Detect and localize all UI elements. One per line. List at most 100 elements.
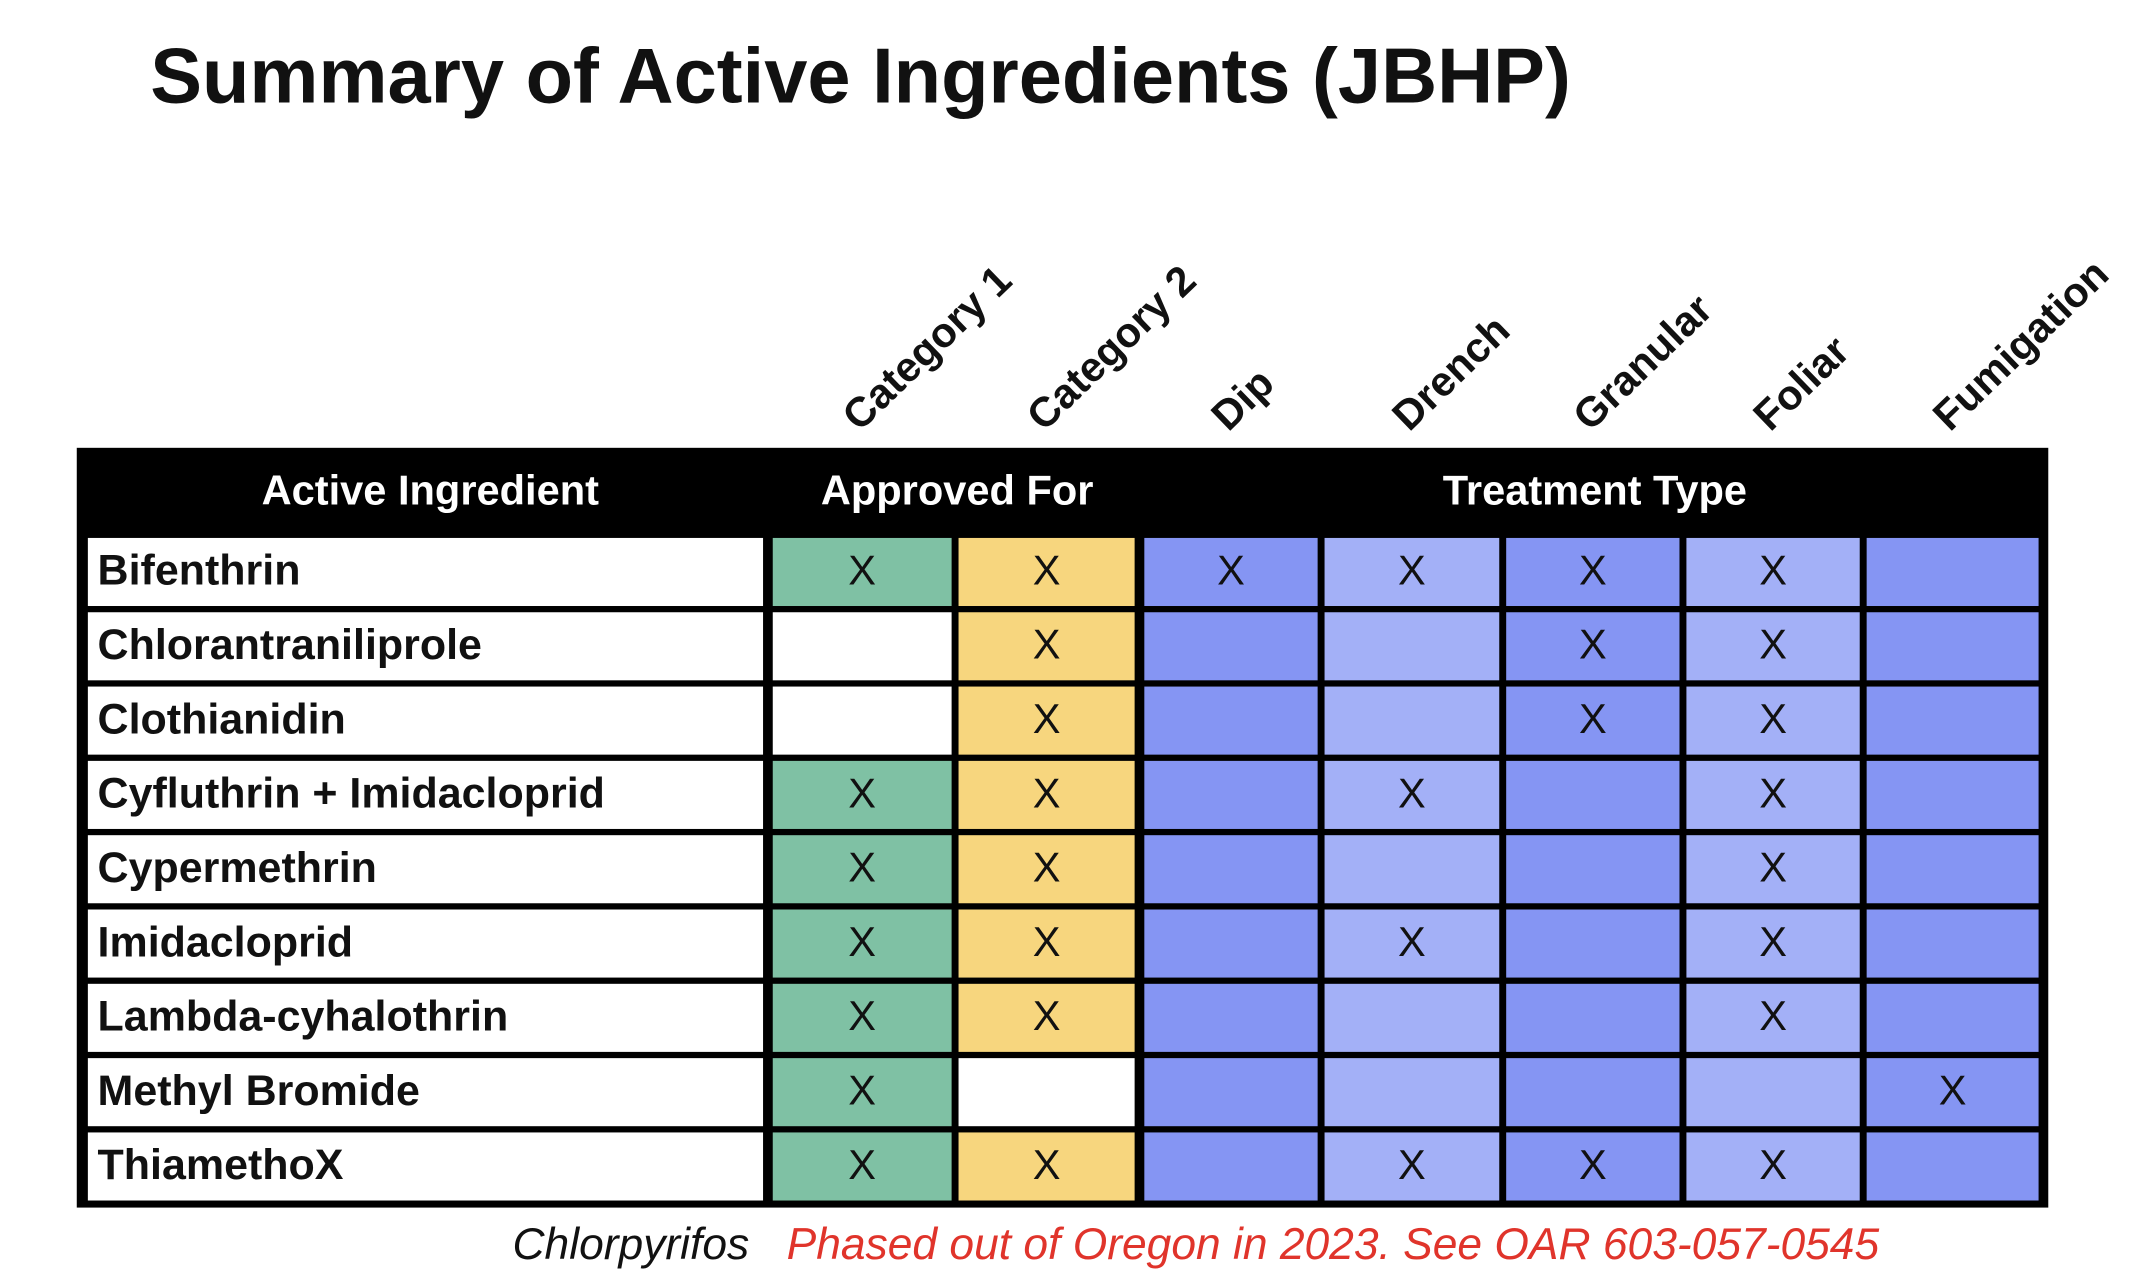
cell-mark: X [848,1141,876,1188]
cell [1506,537,1680,607]
title: Summary of Active Ingredients (JBHP) [150,34,1571,120]
cell-mark: X [1033,769,1061,816]
cell [1686,612,1860,681]
cell [1506,1058,1680,1127]
cell-mark: X [848,992,876,1039]
cell [1506,835,1680,904]
cell [1866,835,2039,904]
cell [1866,612,2039,681]
cell [1686,760,1860,829]
cell [1324,537,1500,607]
group-header: Treatment Type [1443,467,1747,514]
ingredient-name: Clothianidin [98,695,346,743]
cell [1144,612,1318,681]
cell-mark: X [848,1067,876,1114]
footnote-name: Chlorpyrifos [513,1220,750,1269]
name-cell [87,1132,764,1201]
cell [1686,686,1860,755]
cell [772,686,952,755]
cell-mark: X [1579,621,1607,668]
cell [958,612,1135,681]
cell-mark: X [1033,918,1061,965]
column-label: Fumigation [1923,250,2117,439]
cell [772,537,952,607]
cell-mark: X [1759,992,1787,1039]
cell-mark: X [1759,1141,1787,1188]
cell [1686,1058,1860,1127]
cell [772,909,952,978]
cell [958,686,1135,755]
cell [1144,1132,1318,1201]
cell-mark: X [1939,1067,1967,1114]
cell-mark: X [1759,769,1787,816]
cell [1506,909,1680,978]
cell-mark: X [1033,844,1061,891]
cell [772,1058,952,1127]
ingredient-name: ThiamethoX [98,1141,344,1189]
cell [1506,983,1680,1052]
group-header: Active Ingredient [262,467,599,514]
cell [772,1132,952,1201]
cell [958,537,1135,607]
cell [772,612,952,681]
cell-mark: X [1398,1141,1426,1188]
footnote-note: Phased out of Oregon in 2023. See OAR 60… [787,1220,1880,1269]
cell [1686,909,1860,978]
cell [1324,1132,1500,1201]
cell [1506,612,1680,681]
cell [1324,909,1500,978]
cell [1866,760,2039,829]
cell [1144,537,1318,607]
cell [772,983,952,1052]
cell [958,835,1135,904]
name-cell [87,760,764,829]
cell-mark: X [1033,1141,1061,1188]
cell-mark: X [1759,546,1787,593]
name-cell [87,835,764,904]
ingredient-name: Cyfluthrin + Imidacloprid [98,770,605,818]
name-cell [87,612,764,681]
cell-mark: X [848,546,876,593]
name-cell [87,1058,764,1127]
cell-mark: X [1759,695,1787,742]
cell [1866,686,2039,755]
cell [1144,835,1318,904]
group-header: Approved For [821,467,1094,514]
cell [1686,537,1860,607]
cell [1324,760,1500,829]
column-label: Granular [1564,285,1721,439]
cell [772,760,952,829]
column-label: Category 2 [1017,256,1204,439]
cell [1686,983,1860,1052]
ingredient-name: Lambda-cyhalothrin [98,993,509,1041]
cell [958,760,1135,829]
cell [958,1132,1135,1201]
cell [1506,1132,1680,1201]
cell-mark: X [1759,844,1787,891]
cell-mark: X [1033,621,1061,668]
cell [1686,835,1860,904]
column-label: Dip [1202,359,1283,439]
cell [1866,1132,2039,1201]
cell [1686,1132,1860,1201]
cell [1144,909,1318,978]
ingredient-name: Bifenthrin [98,547,301,595]
ingredient-name: Methyl Bromide [98,1067,420,1115]
cell [1866,537,2039,607]
cell [1866,1058,2039,1127]
column-label: Category 1 [833,256,1020,439]
ingredient-name: Chlorantraniliprole [98,621,482,669]
cell-mark: X [1398,769,1426,816]
column-label: Drench [1383,306,1519,439]
cell-mark: X [1398,546,1426,593]
name-cell [87,909,764,978]
cell [1144,686,1318,755]
cell [958,909,1135,978]
ingredient-name: Cypermethrin [98,844,377,892]
ingredient-name: Imidacloprid [98,918,353,966]
cell-mark: X [1579,1141,1607,1188]
cell-mark: X [848,769,876,816]
cell-mark: X [1033,695,1061,742]
cell [1324,686,1500,755]
